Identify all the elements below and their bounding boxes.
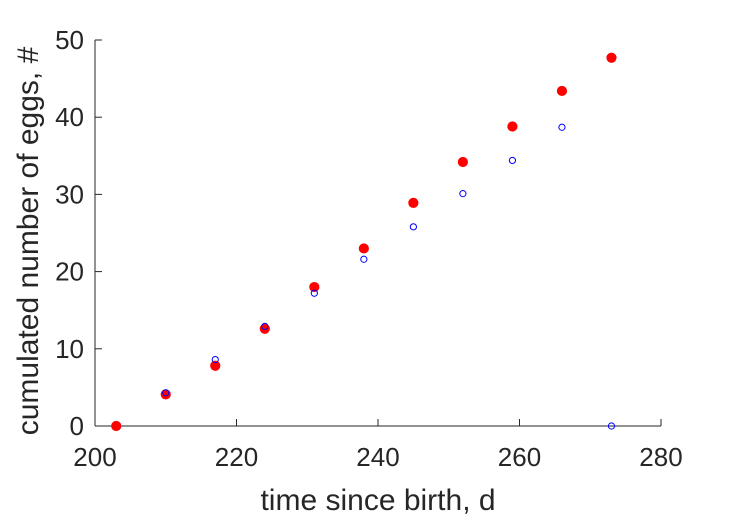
data-point [408, 197, 419, 208]
data-point [459, 190, 467, 198]
ticks [94, 39, 662, 427]
data-point [360, 255, 368, 263]
data-point [358, 243, 369, 254]
data-point [259, 323, 270, 334]
x-tick-label: 260 [498, 442, 541, 472]
x-tick-label: 240 [356, 442, 399, 472]
y-tick-label: 40 [55, 102, 84, 132]
data-point [508, 156, 517, 165]
data-marks [111, 52, 617, 432]
data-point [310, 289, 318, 297]
data-point [556, 85, 568, 97]
y-tick-label: 50 [55, 25, 84, 55]
data-point [558, 123, 566, 131]
data-point [607, 422, 616, 430]
x-tick-label: 220 [215, 442, 258, 472]
data-point [507, 121, 518, 132]
data-point [111, 420, 122, 432]
data-point [261, 322, 269, 331]
y-axis-label: cumulated number of eggs, # [12, 46, 45, 435]
y-tick-label: 0 [70, 411, 84, 441]
data-point [409, 223, 417, 231]
x-tick-label: 200 [73, 442, 116, 472]
axes [94, 40, 661, 427]
series-0 [111, 52, 617, 432]
data-point [309, 281, 320, 293]
x-tick-label: 280 [639, 442, 682, 472]
y-tick-label: 10 [55, 334, 84, 364]
data-point [210, 360, 221, 371]
y-tick-label: 20 [55, 257, 84, 287]
data-point [457, 156, 468, 168]
data-point [211, 356, 219, 364]
data-point [162, 389, 170, 397]
series-1 [162, 123, 616, 430]
tick-labels: 200 220 240 260 280 0 10 20 30 40 50 [55, 25, 683, 472]
x-axis-label: time since birth, d [260, 484, 495, 517]
data-point [606, 52, 617, 63]
y-tick-label: 30 [55, 179, 84, 209]
